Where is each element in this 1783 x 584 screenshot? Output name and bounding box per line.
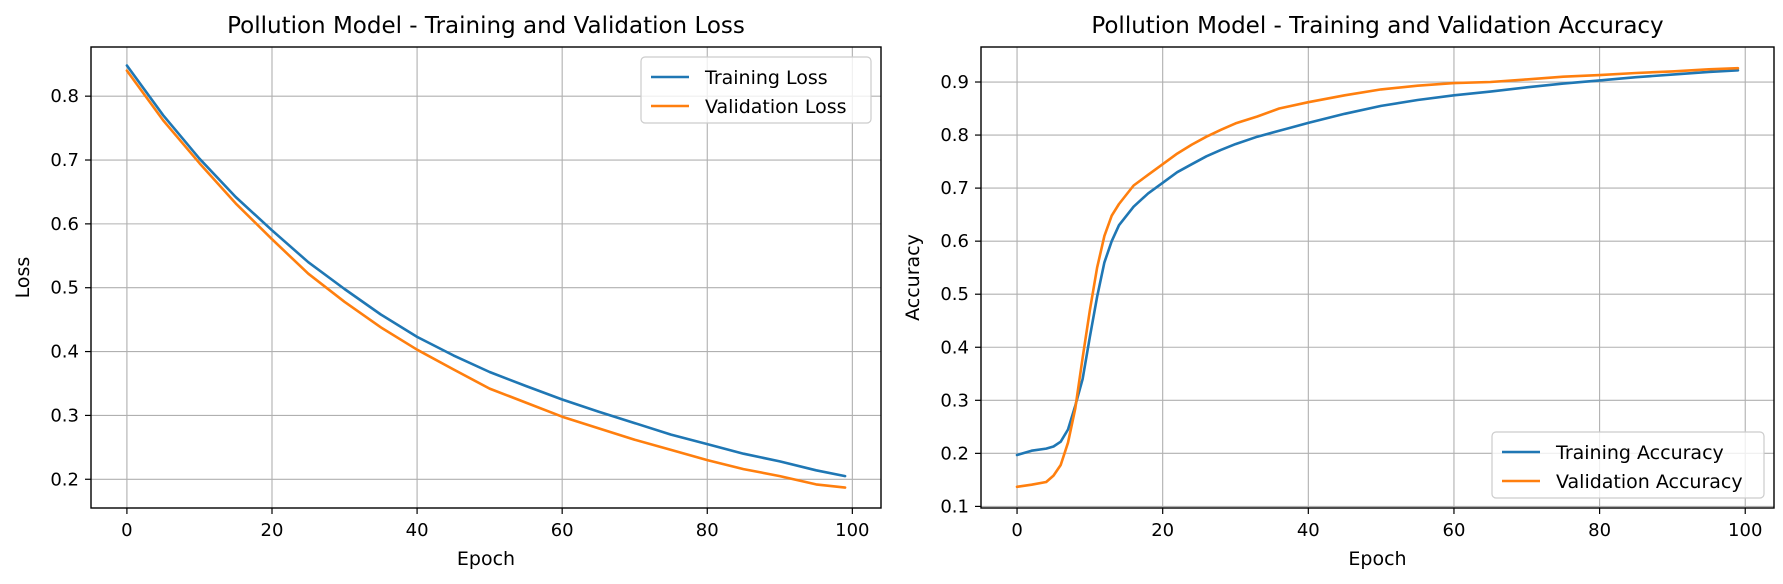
accuracy-chart-title: Pollution Model - Training and Validatio…	[1091, 13, 1663, 39]
loss-x-tick-label: 0	[121, 520, 132, 541]
loss-x-axis-label: Epoch	[457, 548, 515, 570]
series-line-validation-loss	[125, 69, 847, 489]
loss-y-tick-label: 0.6	[50, 214, 79, 235]
accuracy-y-tick-label: 0.6	[940, 231, 969, 252]
loss-y-tick-label: 0.2	[50, 469, 79, 490]
legend-label-training-loss: Training Loss	[704, 67, 828, 89]
loss-x-tick-label: 40	[406, 520, 429, 541]
accuracy-y-tick-label: 0.2	[940, 443, 969, 464]
accuracy-series-group	[1015, 66, 1740, 489]
legend-label-validation-accuracy: Validation Accuracy	[1556, 471, 1743, 493]
accuracy-y-tick-label: 0.7	[940, 178, 969, 199]
accuracy-x-tick-label: 20	[1151, 520, 1174, 541]
loss-y-tick-label: 0.7	[50, 150, 79, 171]
series-line-validation-accuracy	[1015, 66, 1740, 489]
accuracy-legend: Training Accuracy Validation Accuracy	[1491, 431, 1765, 499]
accuracy-y-tick-label: 0.4	[940, 337, 969, 358]
loss-x-tick-label: 80	[696, 520, 719, 541]
loss-grid	[91, 47, 881, 508]
loss-y-tick-label: 0.8	[50, 86, 79, 107]
loss-y-tick-label: 0.5	[50, 278, 79, 299]
accuracy-x-tick-label: 80	[1588, 520, 1611, 541]
accuracy-y-ticks: 0.1 0.2 0.3 0.4 0.5 0.6 0.7 0.8 0.9	[940, 72, 981, 517]
legend-label-training-accuracy: Training Accuracy	[1555, 442, 1724, 464]
accuracy-x-tick-label: 40	[1297, 520, 1320, 541]
accuracy-x-tick-label: 100	[1728, 520, 1762, 541]
accuracy-y-tick-label: 0.8	[940, 125, 969, 146]
accuracy-legend-box	[1491, 431, 1765, 499]
loss-x-ticks: 0 20 40 60 80 100	[121, 508, 870, 541]
loss-legend: Training Loss Validation Loss	[640, 56, 872, 124]
accuracy-chart: 0 20 40 60 80 100 0.1 0.2 0.3 0.4 0.5 0.6 0.7 0.8 0.9…	[902, 13, 1775, 570]
accuracy-x-axis-label: Epoch	[1348, 548, 1406, 570]
accuracy-plot-frame	[980, 46, 1775, 509]
loss-x-tick-label: 100	[835, 520, 869, 541]
loss-plot-frame	[90, 46, 882, 509]
loss-legend-box	[640, 56, 872, 124]
loss-chart-title: Pollution Model - Training and Validatio…	[227, 13, 745, 39]
accuracy-x-tick-label: 0	[1011, 520, 1022, 541]
loss-y-axis-label: Loss	[12, 257, 34, 299]
loss-chart: 0 20 40 60 80 100 0.2 0.3 0.4 0.5 0.6 0.7 0.8 Pollu…	[12, 13, 882, 570]
accuracy-x-tick-label: 60	[1443, 520, 1466, 541]
loss-x-tick-label: 60	[551, 520, 574, 541]
accuracy-y-tick-label: 0.1	[940, 496, 969, 517]
loss-y-tick-label: 0.3	[50, 405, 79, 426]
accuracy-y-tick-label: 0.3	[940, 390, 969, 411]
accuracy-y-tick-label: 0.9	[940, 72, 969, 93]
accuracy-y-tick-label: 0.5	[940, 284, 969, 305]
accuracy-grid	[981, 47, 1774, 508]
accuracy-x-ticks: 0 20 40 60 80 100	[1011, 508, 1762, 541]
loss-series-group	[125, 64, 847, 489]
series-line-training-loss	[125, 64, 847, 478]
accuracy-y-axis-label: Accuracy	[902, 234, 924, 321]
loss-x-tick-label: 20	[261, 520, 284, 541]
legend-label-validation-loss: Validation Loss	[705, 96, 847, 118]
loss-y-ticks: 0.2 0.3 0.4 0.5 0.6 0.7 0.8	[50, 86, 91, 490]
loss-y-tick-label: 0.4	[50, 342, 79, 363]
